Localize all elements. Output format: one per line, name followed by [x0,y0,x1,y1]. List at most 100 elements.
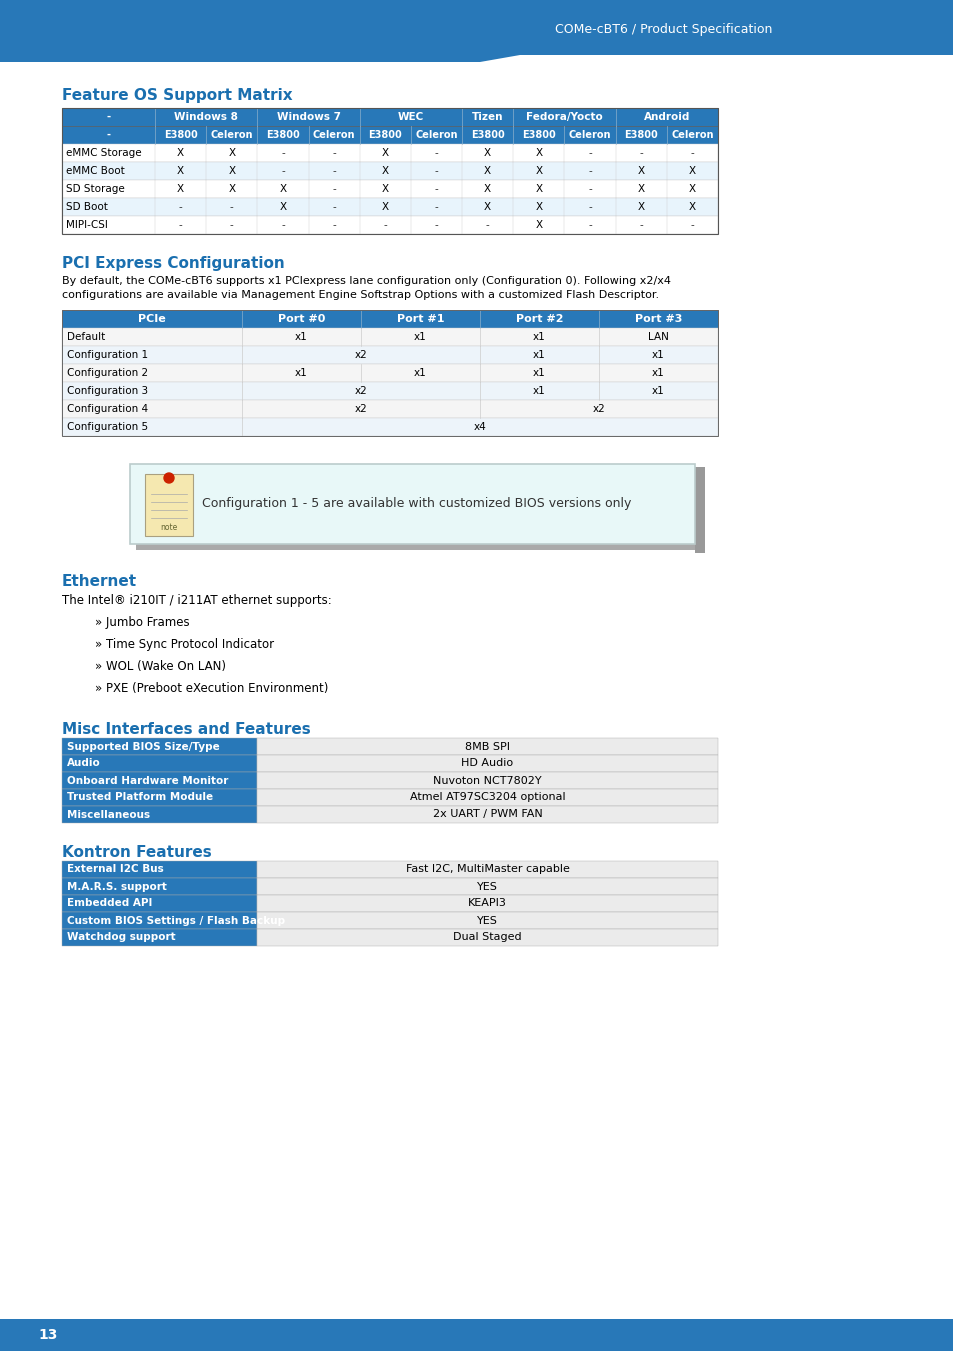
Bar [62,363,718,382]
Text: By default, the COMe-cBT6 supports x1 PCIexpress lane configuration only (Config: By default, the COMe-cBT6 supports x1 PC… [62,276,670,286]
Bar [62,912,256,929]
Text: eMMC Boot: eMMC Boot [66,166,125,176]
Text: Fedora/Yocto: Fedora/Yocto [525,112,602,122]
Text: Configuration 2: Configuration 2 [67,367,148,378]
Bar [62,771,256,789]
Text: X: X [177,166,184,176]
Text: KEAPI3: KEAPI3 [468,898,506,908]
Text: X: X [688,184,696,195]
Text: M.A.R.S. support: M.A.R.S. support [67,881,167,892]
Text: Tizen: Tizen [472,112,503,122]
Text: PCI Express Configuration: PCI Express Configuration [62,255,284,272]
Text: X: X [228,184,235,195]
Text: Celeron: Celeron [568,130,611,141]
Text: -: - [588,220,591,230]
Text: x1: x1 [533,350,545,359]
Text: x1: x1 [652,367,664,378]
Text: -: - [230,203,233,212]
Text: -: - [281,220,285,230]
Text: eMMC Storage: eMMC Storage [66,149,141,158]
Text: WEC: WEC [397,112,423,122]
Text: -: - [588,184,591,195]
Bar [62,145,718,162]
Bar [62,789,256,807]
Text: Supported BIOS Size/Type: Supported BIOS Size/Type [67,742,219,751]
Bar [62,346,718,363]
Text: x1: x1 [652,386,664,396]
Text: Port #1: Port #1 [396,313,444,324]
Text: x2: x2 [592,404,605,413]
Text: -: - [281,166,285,176]
Text: -: - [588,166,591,176]
Text: LAN: LAN [647,332,668,342]
Text: X: X [279,184,286,195]
Bar [62,807,256,823]
Text: -: - [230,220,233,230]
Text: x2: x2 [355,350,367,359]
Bar [256,771,718,789]
Text: Port #2: Port #2 [516,313,562,324]
Bar [256,861,718,878]
Text: X: X [279,203,286,212]
Bar [62,328,718,346]
Text: X: X [637,203,644,212]
Text: X: X [688,203,696,212]
Text: Celeron: Celeron [211,130,253,141]
Text: x4: x4 [473,422,486,432]
Text: 2x UART / PWM FAN: 2x UART / PWM FAN [432,809,542,820]
Text: Embedded API: Embedded API [67,898,152,908]
Text: X: X [483,203,491,212]
Bar [62,738,256,755]
Text: X: X [381,149,389,158]
Text: SD Storage: SD Storage [66,184,125,195]
Bar [62,417,718,436]
Text: X: X [381,203,389,212]
Text: Custom BIOS Settings / Flash Backup: Custom BIOS Settings / Flash Backup [67,916,285,925]
Text: X: X [535,166,542,176]
Text: x1: x1 [533,386,545,396]
Bar [62,861,256,878]
Text: MIPI-CSI: MIPI-CSI [66,220,108,230]
Bar [0,1319,953,1351]
Text: x1: x1 [533,332,545,342]
Text: Onboard Hardware Monitor: Onboard Hardware Monitor [67,775,228,785]
Text: -: - [178,220,182,230]
Text: Nuvoton NCT7802Y: Nuvoton NCT7802Y [433,775,541,785]
Text: Configuration 1: Configuration 1 [67,350,148,359]
Text: -: - [281,149,285,158]
Bar [62,180,718,199]
Bar [62,894,256,912]
Text: Kontron Features: Kontron Features [62,844,212,861]
Text: Atmel AT97SC3204 optional: Atmel AT97SC3204 optional [409,793,565,802]
Text: -: - [383,220,387,230]
Bar [62,929,256,946]
Text: X: X [535,184,542,195]
Text: -: - [332,149,335,158]
Bar [62,126,718,145]
Text: X: X [228,166,235,176]
Bar [62,108,718,126]
Text: Port #0: Port #0 [277,313,325,324]
Text: X: X [177,184,184,195]
Bar [145,474,193,536]
Text: x1: x1 [414,332,426,342]
Text: -: - [588,149,591,158]
Text: X: X [637,184,644,195]
Text: Configuration 3: Configuration 3 [67,386,148,396]
Bar [62,400,718,417]
Text: Configuration 5: Configuration 5 [67,422,148,432]
Text: E3800: E3800 [368,130,402,141]
Text: YES: YES [476,881,497,892]
Bar [62,162,718,180]
Text: -: - [107,112,111,122]
Text: Port #3: Port #3 [634,313,681,324]
Text: Fast I2C, MultiMaster capable: Fast I2C, MultiMaster capable [405,865,569,874]
Text: E3800: E3800 [471,130,504,141]
Text: Celeron: Celeron [415,130,457,141]
Text: Configuration 4: Configuration 4 [67,404,148,413]
Bar [256,894,718,912]
Bar [256,878,718,894]
Bar [256,807,718,823]
Text: HD Audio: HD Audio [461,758,513,769]
Text: -: - [435,184,438,195]
